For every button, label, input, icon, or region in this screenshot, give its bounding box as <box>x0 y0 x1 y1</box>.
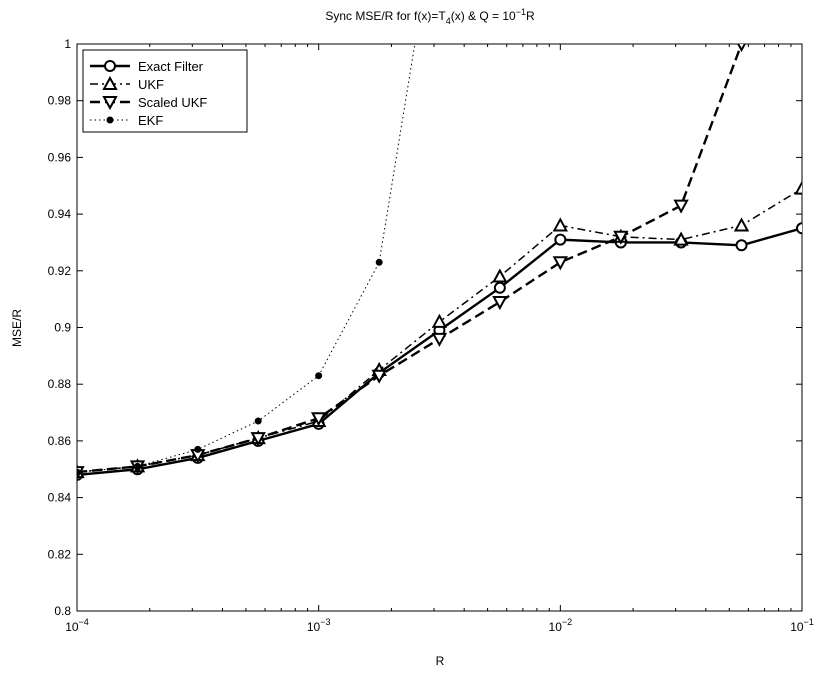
marker-dot <box>77 468 81 476</box>
y-tick-label: 0.84 <box>48 491 72 505</box>
series-line <box>77 44 743 474</box>
series-ekf <box>77 44 416 476</box>
y-tick-label: 0.98 <box>48 94 72 108</box>
legend-label: EKF <box>138 113 163 128</box>
marker-circle <box>104 60 116 72</box>
marker-triangle-down <box>102 96 118 111</box>
marker-triangle-up <box>492 268 508 283</box>
legend-label: UKF <box>138 77 164 92</box>
legend: Exact Filter UKF Scaled UKF EKF <box>82 49 248 133</box>
y-tick-label: 1 <box>64 37 71 51</box>
legend-label: Scaled UKF <box>138 95 207 110</box>
series-layer <box>77 44 802 481</box>
y-tick-label: 0.96 <box>48 150 72 164</box>
marker-triangle-up <box>102 75 118 90</box>
marker-triangle-down <box>310 412 327 427</box>
y-tick-label: 0.9 <box>54 321 71 335</box>
marker-triangle-down <box>250 432 266 447</box>
y-tick-label: 0.94 <box>48 207 72 221</box>
y-tick-label: 0.82 <box>48 547 72 561</box>
x-tick-label: 10−1 <box>790 617 814 634</box>
legend-label: Exact Filter <box>138 59 204 74</box>
marker-circle <box>796 222 802 235</box>
marker-triangle-up <box>733 217 750 232</box>
marker-triangle-down <box>431 332 448 347</box>
marker-dot <box>134 462 142 470</box>
marker-triangle-up <box>794 180 802 195</box>
marker-triangle-up <box>673 231 689 246</box>
marker-dot <box>254 417 262 425</box>
marker-triangle-up <box>552 217 569 232</box>
x-tick-label: 10−3 <box>307 617 331 634</box>
marker-triangle-down <box>673 199 689 214</box>
y-tick-label: 0.86 <box>48 434 72 448</box>
marker-dot <box>375 258 383 266</box>
marker-triangle-up <box>431 313 448 328</box>
marker-triangle-down <box>492 295 508 311</box>
x-tick-label: 10−2 <box>549 617 573 634</box>
marker-dot <box>315 372 323 380</box>
y-tick-label: 0.88 <box>48 377 72 391</box>
marker-circle <box>735 239 748 252</box>
marker-dot <box>106 116 114 124</box>
y-tick-label: 0.8 <box>54 604 71 618</box>
chart-title: Sync MSE/R for f(x)=T4(x) & Q = 10−1R <box>325 7 535 26</box>
y-tick-label: 0.92 <box>48 264 72 278</box>
marker-triangle-down <box>613 230 629 245</box>
marker-triangle-down <box>552 256 569 271</box>
x-axis-label: R <box>436 654 445 668</box>
marker-circle <box>554 233 567 246</box>
marker-dot <box>194 445 202 453</box>
axis-ticks: 0.8 0.82 0.84 0.86 0.88 0.9 0.92 0.94 0.96 0.98 1 1… <box>48 37 814 634</box>
x-tick-label: 10−4 <box>65 617 89 634</box>
marker-triangle-down <box>371 369 387 384</box>
y-axis-label: MSE/R <box>10 309 24 347</box>
marker-circle <box>493 281 506 294</box>
marker-triangle-down <box>737 44 746 53</box>
